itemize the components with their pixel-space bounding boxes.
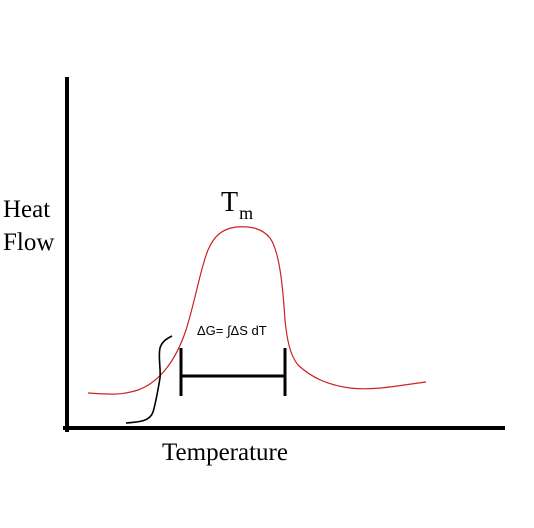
integral-equation-label: ΔG= ∫ΔS dT — [197, 323, 267, 338]
peak-label-main: T — [221, 187, 239, 218]
peak-label-subscript: m — [239, 203, 254, 223]
peak-temperature-label: Tm — [221, 187, 253, 223]
heat-flow-curve — [87, 226, 427, 395]
y-axis-label-line2: Flow — [3, 229, 55, 256]
y-axis-label-line1: Heat — [3, 196, 51, 223]
baseline-brace — [125, 335, 173, 424]
y-axis-label: Heat Flow — [3, 193, 73, 259]
x-axis-label: Temperature — [162, 439, 288, 466]
